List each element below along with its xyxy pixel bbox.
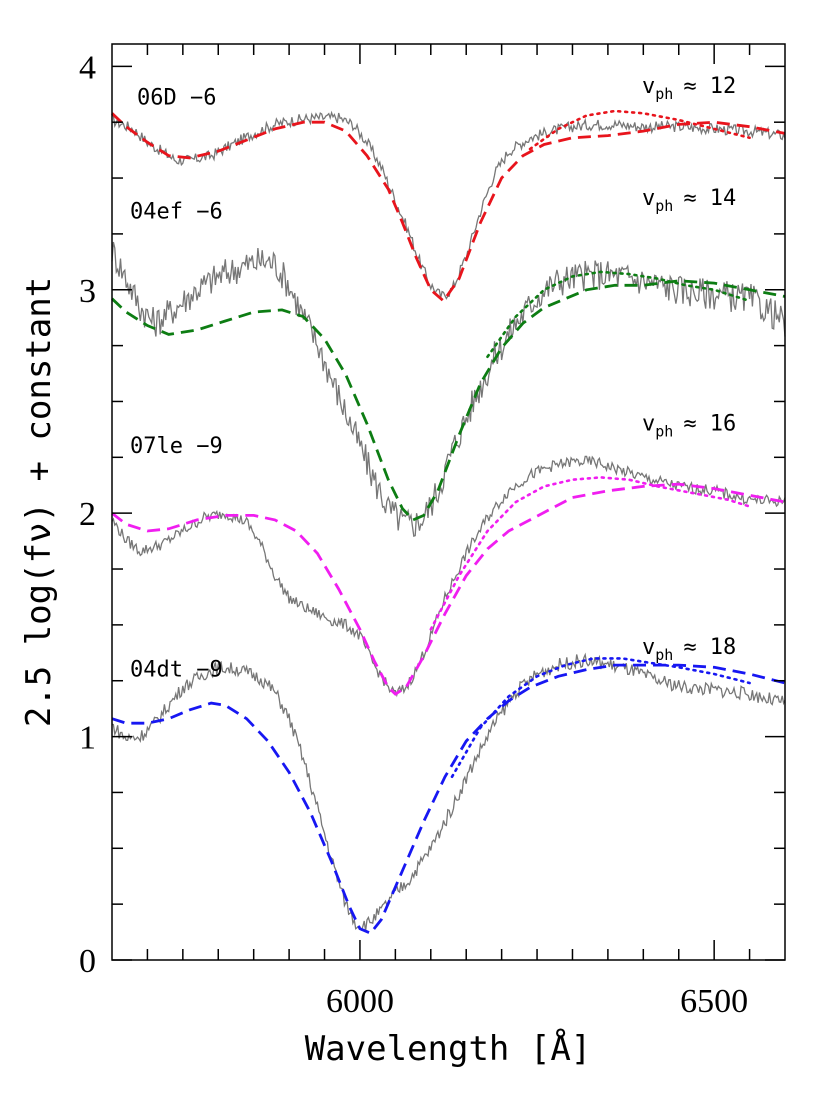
x-tick-label: 6000 [326,983,394,1020]
model-dotted-line [429,476,751,631]
x-axis-title: Wavelength [Å] [305,1028,592,1069]
model-dotted-line [450,657,751,779]
y-tick-label: 3 [79,273,96,310]
spectrum-label: 06D −6 [137,85,216,110]
observed-spectrum-line [111,110,786,300]
spectrum-labels: 06D −6 vph ≈ 12 04ef −6 vph ≈ 14 07le −9 vph ≈ 1… [130,74,736,682]
vph-label: vph ≈ 12 [642,74,736,103]
y-tick-label: 2 [79,496,96,533]
vph-label: vph ≈ 16 [642,412,736,441]
spectrum-2 [111,455,786,698]
tick-labels: 6000 6500 0 1 2 3 4 [79,49,748,1020]
y-axis-title: 2.5 log(fν) + constant [19,277,59,727]
y-tick-label: 4 [79,49,96,86]
spectrum-label: 04ef −6 [130,199,223,224]
observed-spectrum-line [111,652,786,932]
spectrum-label: 07le −9 [130,434,223,459]
model-dotted-line [528,109,751,151]
spectrum-0 [111,109,786,303]
vph-label: vph ≈ 18 [642,635,736,664]
vph-label: vph ≈ 14 [642,186,736,215]
model-dashed-line [111,112,786,303]
model-dotted-line [486,270,751,359]
axis-ticks [112,44,785,961]
spectrum-1 [111,241,786,537]
plot-frame [111,43,786,961]
spectrum-3 [111,652,786,935]
model-dashed-line [111,482,786,696]
model-dashed-line [111,279,786,522]
x-tick-label: 6500 [680,983,748,1020]
y-tick-label: 1 [79,720,96,757]
observed-spectrum-line [111,241,786,537]
spectrum-label: 04dt −9 [130,657,223,682]
model-dashed-line [111,663,786,935]
plot-traces [111,109,786,935]
y-tick-label: 0 [79,943,96,980]
